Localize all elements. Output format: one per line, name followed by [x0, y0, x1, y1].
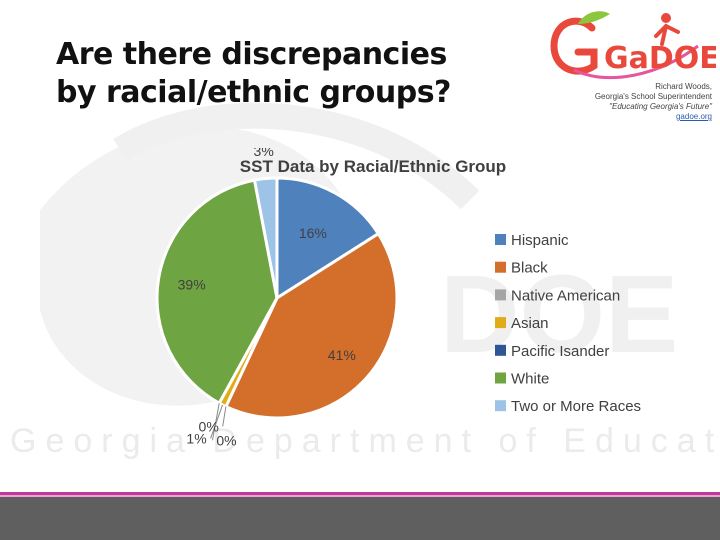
pie-chart: SST Data by Racial/Ethnic Group 16% 41% 0%…	[155, 148, 641, 448]
logo-peach-g	[550, 17, 598, 75]
legend-label-hispanic: Hispanic	[511, 232, 569, 249]
pie-slice-two-or-more-races	[252, 176, 279, 299]
legend-swatch-native-american	[495, 289, 506, 301]
label-leader-lines	[210, 403, 227, 441]
footer-accent-line-light	[0, 495, 720, 497]
footer-accent-line	[0, 492, 720, 495]
pie-slice-white	[155, 178, 279, 406]
footer-bar	[0, 497, 720, 540]
data-label-native-american: 0%	[199, 418, 219, 434]
pie-slice-black	[223, 231, 399, 420]
legend-label-black: Black	[511, 260, 548, 277]
legend-label-two-or-more-races: Two or More Races	[511, 398, 641, 415]
gadoe-logo: GaDOE	[550, 11, 716, 80]
logo-figure-body	[654, 23, 680, 46]
legend-swatch-black	[495, 261, 506, 273]
legend-label-white: White	[511, 371, 549, 388]
data-labels: 16%41%0%1% 0%39%3%	[178, 148, 356, 448]
legend-swatch-white	[495, 372, 506, 384]
data-label-pacific-isander: 0%	[216, 432, 236, 448]
chart-title: SST Data by Racial/Ethnic Group	[240, 157, 506, 176]
data-label-asian: 1%	[186, 430, 206, 446]
logo-text: GaDOE	[604, 41, 716, 76]
legend-swatch-pacific-isander	[495, 344, 506, 356]
website-link[interactable]: gadoe.org	[675, 112, 712, 121]
slide-title: Are there discrepancies by racial/ethnic…	[56, 36, 536, 112]
legend-label-asian: Asian	[511, 315, 549, 332]
watermark-letters: DOE	[440, 253, 678, 376]
legend-label-pacific-isander: Pacific Isander	[511, 343, 609, 360]
leader-line-asian	[210, 404, 223, 439]
watermark-text: Georgia Department of Education	[10, 422, 720, 460]
legend-swatch-hispanic	[495, 234, 506, 245]
superintendent-role: Georgia's School Superintendent	[594, 92, 712, 101]
leader-line-pacific-isander	[211, 403, 220, 441]
logo-figure-head	[661, 13, 671, 23]
superintendent-info: Richard Woods, Georgia's School Superint…	[512, 82, 712, 122]
watermark-swoosh	[113, 102, 480, 210]
legend-swatch-asian	[495, 317, 506, 329]
logo-swoosh	[573, 44, 699, 80]
legend-label-native-american: Native American	[511, 287, 620, 304]
legend-swatch-two-or-more-races	[495, 400, 506, 412]
chart-legend: Hispanic Black Native American Asian Pacific…	[495, 232, 641, 415]
slide-title-line-2: by racial/ethnic groups?	[56, 75, 451, 110]
superintendent-motto: "Educating Georgia's Future"	[609, 102, 712, 111]
leader-line-native-american	[222, 406, 227, 427]
slide-title-line-1: Are there discrepancies	[56, 37, 447, 72]
data-label-two-or-more-races: 3%	[254, 148, 274, 159]
pie-slices	[155, 176, 399, 420]
data-label-white: 39%	[178, 276, 206, 292]
superintendent-name: Richard Woods,	[655, 82, 712, 91]
data-label-hispanic: 16%	[299, 225, 327, 241]
logo-leaf	[578, 11, 610, 24]
data-label-black: 41%	[328, 347, 356, 363]
pie-slice-hispanic	[275, 176, 381, 301]
